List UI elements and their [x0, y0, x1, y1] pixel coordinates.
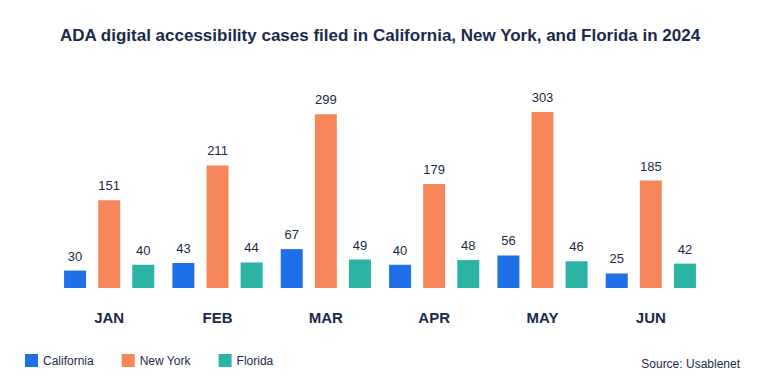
svg-text:Florida: Florida	[237, 354, 274, 368]
svg-text:42: 42	[678, 242, 692, 257]
svg-text:211: 211	[207, 143, 228, 158]
svg-text:46: 46	[569, 239, 583, 254]
svg-text:185: 185	[640, 159, 662, 174]
svg-text:JUN: JUN	[636, 309, 666, 326]
svg-text:48: 48	[461, 238, 475, 253]
svg-text:JAN: JAN	[94, 309, 124, 326]
svg-text:25: 25	[609, 251, 623, 266]
svg-text:43: 43	[176, 241, 190, 256]
svg-text:56: 56	[501, 233, 515, 248]
svg-text:67: 67	[284, 227, 298, 242]
svg-text:179: 179	[423, 162, 445, 177]
svg-text:FEB: FEB	[203, 309, 233, 326]
svg-text:303: 303	[532, 90, 554, 105]
svg-text:44: 44	[244, 240, 258, 255]
svg-text:California: California	[43, 354, 94, 368]
svg-text:APR: APR	[418, 309, 450, 326]
svg-text:Source: Usablenet: Source: Usablenet	[641, 357, 740, 371]
svg-text:40: 40	[393, 243, 407, 258]
svg-text:MAR: MAR	[309, 309, 343, 326]
svg-text:299: 299	[315, 92, 337, 107]
svg-text:ADA digital accessibility case: ADA digital accessibility cases filed in…	[60, 26, 701, 45]
svg-text:40: 40	[136, 243, 150, 258]
svg-text:151: 151	[98, 178, 120, 193]
svg-text:49: 49	[353, 238, 367, 253]
svg-text:30: 30	[68, 249, 82, 264]
svg-text:MAY: MAY	[527, 309, 559, 326]
svg-text:New York: New York	[140, 354, 192, 368]
